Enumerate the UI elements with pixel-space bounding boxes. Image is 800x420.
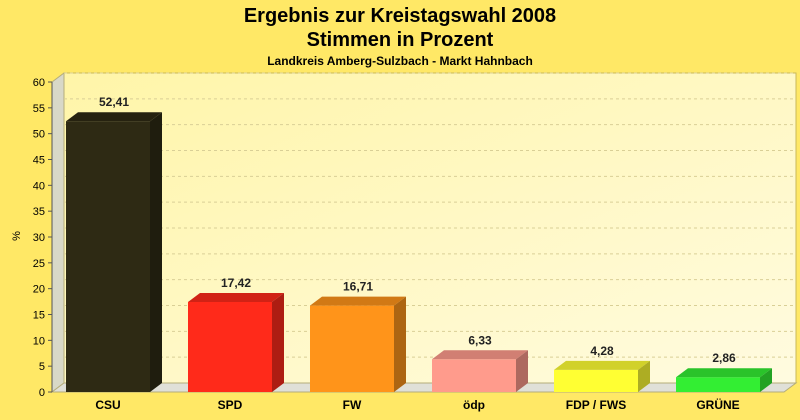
- bar-front: [432, 359, 516, 392]
- bar-top: [66, 112, 162, 122]
- data-label: 4,28: [590, 344, 614, 358]
- x-tick-label: GRÜNE: [696, 397, 739, 412]
- bar-fdp-fws: [554, 360, 650, 392]
- y-tick-label: 15: [33, 310, 45, 322]
- chart-title-line2: Stimmen in Prozent: [307, 29, 494, 51]
- plot-left-wall: [51, 72, 65, 393]
- y-tick-label: 25: [33, 258, 45, 270]
- y-axis-ticks: 0 5 10 15 20 25 30 35 40 45 50 55 60: [33, 77, 53, 399]
- chart-title: Ergebnis zur Kreistagswahl 2008: [244, 5, 556, 27]
- bar-front: [188, 301, 272, 392]
- bar-grüne: [676, 368, 772, 392]
- x-tick-label: FDP / FWS: [566, 398, 626, 412]
- data-label: 52,41: [99, 95, 129, 109]
- y-tick-label: 60: [33, 77, 45, 89]
- bar-ödp: [432, 350, 528, 392]
- bars: [66, 112, 772, 392]
- data-labels: 52,41 17,42 16,71 6,33 4,28 2,86: [99, 95, 736, 365]
- data-label: 6,33: [468, 333, 492, 347]
- bar-top: [554, 360, 650, 370]
- x-tick-label: CSU: [95, 398, 120, 412]
- bar-side: [394, 296, 406, 392]
- bar-side: [150, 112, 162, 392]
- bar-top: [432, 350, 528, 360]
- y-tick-label: 5: [39, 361, 45, 373]
- bar-front: [310, 305, 394, 392]
- bar-front: [66, 121, 150, 392]
- y-tick-label: 55: [33, 103, 45, 115]
- bar-fw: [310, 296, 406, 392]
- bar-top: [310, 296, 406, 306]
- y-tick-label: 30: [33, 232, 45, 244]
- bar-front: [554, 369, 638, 392]
- x-axis-categories: CSU SPD FW ödp FDP / FWS GRÜNE: [95, 397, 739, 412]
- bar-side: [760, 368, 772, 392]
- x-tick-label: FW: [343, 398, 362, 412]
- y-tick-label: 10: [33, 335, 45, 347]
- plot-area: [50, 72, 798, 393]
- data-label: 16,71: [343, 280, 373, 294]
- bar-side: [638, 360, 650, 392]
- y-tick-label: 50: [33, 129, 45, 141]
- y-tick-label: 45: [33, 155, 45, 167]
- chart-subtitle: Landkreis Amberg-Sulzbach - Markt Hahnba…: [267, 54, 533, 68]
- x-tick-label: ödp: [463, 398, 485, 412]
- bar-top: [188, 292, 284, 302]
- y-tick-label: 0: [39, 387, 45, 399]
- bar-top: [676, 368, 772, 378]
- grid-lines: [64, 72, 796, 358]
- bar-front: [676, 377, 760, 392]
- y-tick-label: 20: [33, 284, 45, 296]
- y-axis-label: %: [11, 231, 23, 241]
- y-tick-label: 40: [33, 180, 45, 192]
- x-tick-label: SPD: [218, 398, 243, 412]
- y-tick-label: 35: [33, 206, 45, 218]
- bar-side: [272, 292, 284, 392]
- bar-spd: [188, 292, 284, 392]
- data-label: 17,42: [221, 276, 251, 290]
- bar-csu: [66, 112, 162, 392]
- data-label: 2,86: [712, 351, 736, 365]
- bar-side: [516, 350, 528, 392]
